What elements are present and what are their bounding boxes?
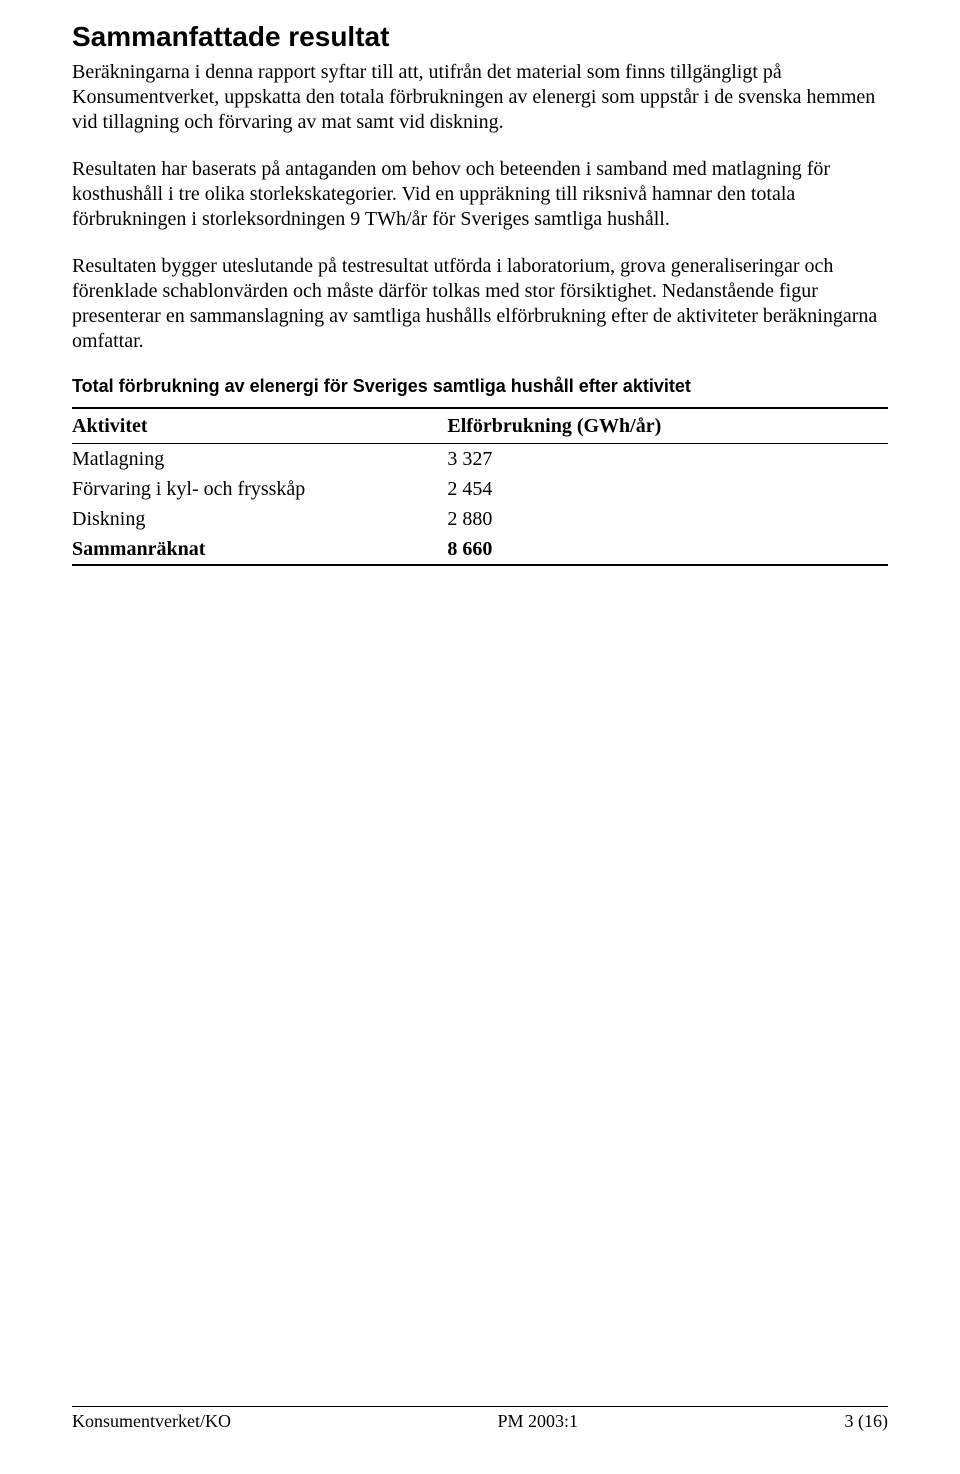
table-cell-value: 2 880 — [447, 504, 888, 534]
consumption-table: Aktivitet Elförbrukning (GWh/år) Matlagn… — [72, 407, 888, 566]
table-header-activity: Aktivitet — [72, 408, 447, 444]
table-cell-activity: Matlagning — [72, 443, 447, 474]
table-cell-value: 3 327 — [447, 443, 888, 474]
footer-left: Konsumentverket/KO — [72, 1411, 231, 1432]
table-caption: Total förbrukning av elenergi för Sverig… — [72, 376, 888, 397]
table-cell-value: 2 454 — [447, 474, 888, 504]
table-header-value: Elförbrukning (GWh/år) — [447, 408, 888, 444]
table-header-row: Aktivitet Elförbrukning (GWh/år) — [72, 408, 888, 444]
table-cell-activity: Diskning — [72, 504, 447, 534]
table-row: Matlagning 3 327 — [72, 443, 888, 474]
footer-center: PM 2003:1 — [497, 1411, 578, 1432]
page-footer: Konsumentverket/KO PM 2003:1 3 (16) — [72, 1406, 888, 1432]
page: Sammanfattade resultat Beräkningarna i d… — [0, 0, 960, 1474]
page-title: Sammanfattade resultat — [72, 20, 888, 54]
table-row: Diskning 2 880 — [72, 504, 888, 534]
paragraph-intro: Beräkningarna i denna rapport syftar til… — [72, 60, 888, 135]
paragraph-disclaimer: Resultaten bygger uteslutande på testres… — [72, 254, 888, 354]
table-cell-total-value: 8 660 — [447, 534, 888, 565]
table-cell-total-label: Sammanräknat — [72, 534, 447, 565]
paragraph-method: Resultaten har baserats på antaganden om… — [72, 157, 888, 232]
footer-right: 3 (16) — [845, 1411, 889, 1432]
table-total-row: Sammanräknat 8 660 — [72, 534, 888, 565]
table-row: Förvaring i kyl- och frysskåp 2 454 — [72, 474, 888, 504]
table-cell-activity: Förvaring i kyl- och frysskåp — [72, 474, 447, 504]
